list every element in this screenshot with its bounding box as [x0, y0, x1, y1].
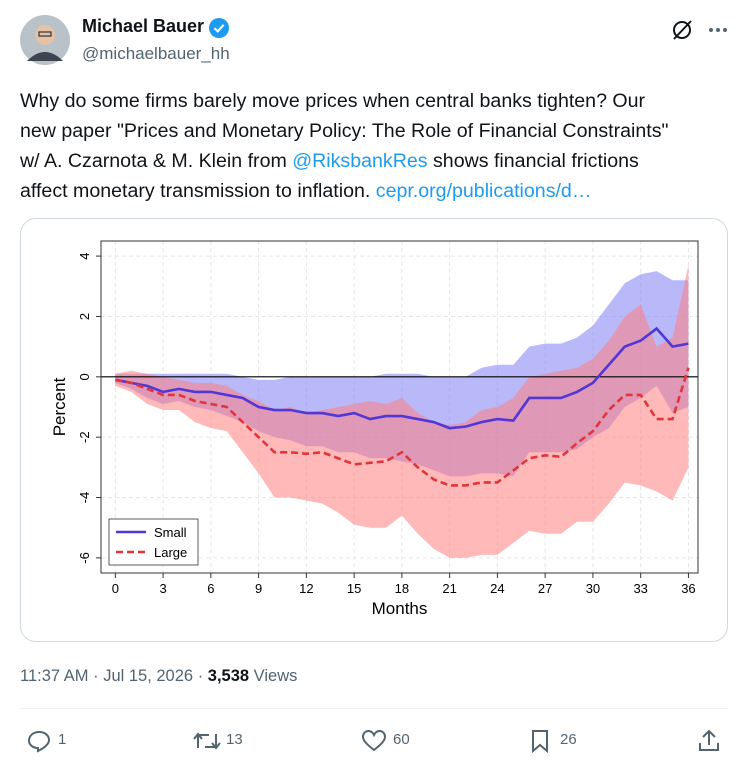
- x-tick-label: 18: [395, 581, 409, 596]
- date[interactable]: Jul 15, 2026: [103, 667, 194, 685]
- author-handle[interactable]: @michaelbauer_hh: [82, 44, 230, 63]
- x-tick-label: 9: [255, 581, 262, 596]
- text: new paper "Prices and Monetary Policy: T…: [20, 120, 669, 142]
- media-card[interactable]: -6 -4 -2 0 2 4 0 3 6 9 12 15 18 21 24 27 30 33 36 Months Per…: [20, 218, 728, 642]
- x-tick-label: 36: [681, 581, 695, 596]
- x-axis-label: Months: [372, 599, 428, 618]
- x-tick-label: 15: [347, 581, 361, 596]
- x-tick-label: 3: [159, 581, 166, 596]
- verified-badge: [209, 18, 229, 38]
- mention[interactable]: @RiksbankRes: [292, 150, 428, 172]
- confidence-band: [115, 265, 689, 558]
- text: affect monetary transmission to inflatio…: [20, 180, 376, 202]
- x-tick-label: 6: [207, 581, 214, 596]
- y-tick-label: 2: [77, 313, 92, 320]
- y-axis-label: Percent: [50, 377, 69, 436]
- time[interactable]: 11:37 AM: [20, 667, 89, 685]
- views-label: Views: [253, 667, 298, 685]
- like-count: 60: [393, 731, 410, 748]
- text: Why do some firms barely move prices whe…: [20, 90, 646, 112]
- like-icon[interactable]: [360, 728, 388, 754]
- x-tick-label: 33: [633, 581, 647, 596]
- grok-icon[interactable]: [670, 18, 694, 42]
- bookmark-count: 26: [560, 731, 577, 748]
- separator: ·: [197, 667, 204, 685]
- tweet-meta: 11:37 AM · Jul 15, 2026 · 3,538 Views: [20, 667, 297, 686]
- text: w/ A. Czarnota & M. Klein from: [20, 150, 293, 172]
- views-count: 3,538: [207, 667, 250, 685]
- y-tick-label: -4: [77, 492, 92, 504]
- link[interactable]: cepr.org/publications/d…: [375, 180, 592, 202]
- legend-box: [108, 518, 199, 566]
- legend-label: Small: [154, 525, 187, 540]
- bookmark-icon[interactable]: [528, 728, 554, 754]
- legend: Small Large: [108, 518, 199, 566]
- series-line: [115, 326, 689, 430]
- x-tick-label: 12: [299, 581, 313, 596]
- divider: [20, 708, 728, 709]
- x-tick-label: 21: [442, 581, 456, 596]
- repost-icon[interactable]: [192, 728, 222, 754]
- x-tick-label: 24: [490, 581, 504, 596]
- reply-count: 1: [58, 731, 67, 748]
- series-line: [115, 367, 690, 487]
- repost-count: 13: [226, 731, 243, 748]
- plot-frame: [100, 240, 699, 574]
- share-icon[interactable]: [696, 728, 722, 754]
- legend-label: Large: [154, 545, 187, 560]
- separator: ·: [93, 667, 99, 685]
- author-name[interactable]: Michael Bauer: [82, 16, 205, 36]
- y-tick-label: -6: [77, 552, 92, 564]
- y-tick-label: 0: [77, 373, 92, 380]
- x-tick-label: 27: [538, 581, 552, 596]
- more-icon[interactable]: [706, 18, 730, 42]
- x-tick-label: 30: [586, 581, 600, 596]
- x-tick-label: 0: [112, 581, 119, 596]
- reply-icon[interactable]: [26, 728, 52, 754]
- tweet-text: Why do some firms barely move prices whe…: [20, 86, 668, 206]
- avatar[interactable]: [20, 15, 70, 65]
- y-tick-label: 4: [77, 252, 92, 259]
- y-tick-label: -2: [77, 431, 92, 443]
- text: shows financial frictions: [427, 150, 639, 172]
